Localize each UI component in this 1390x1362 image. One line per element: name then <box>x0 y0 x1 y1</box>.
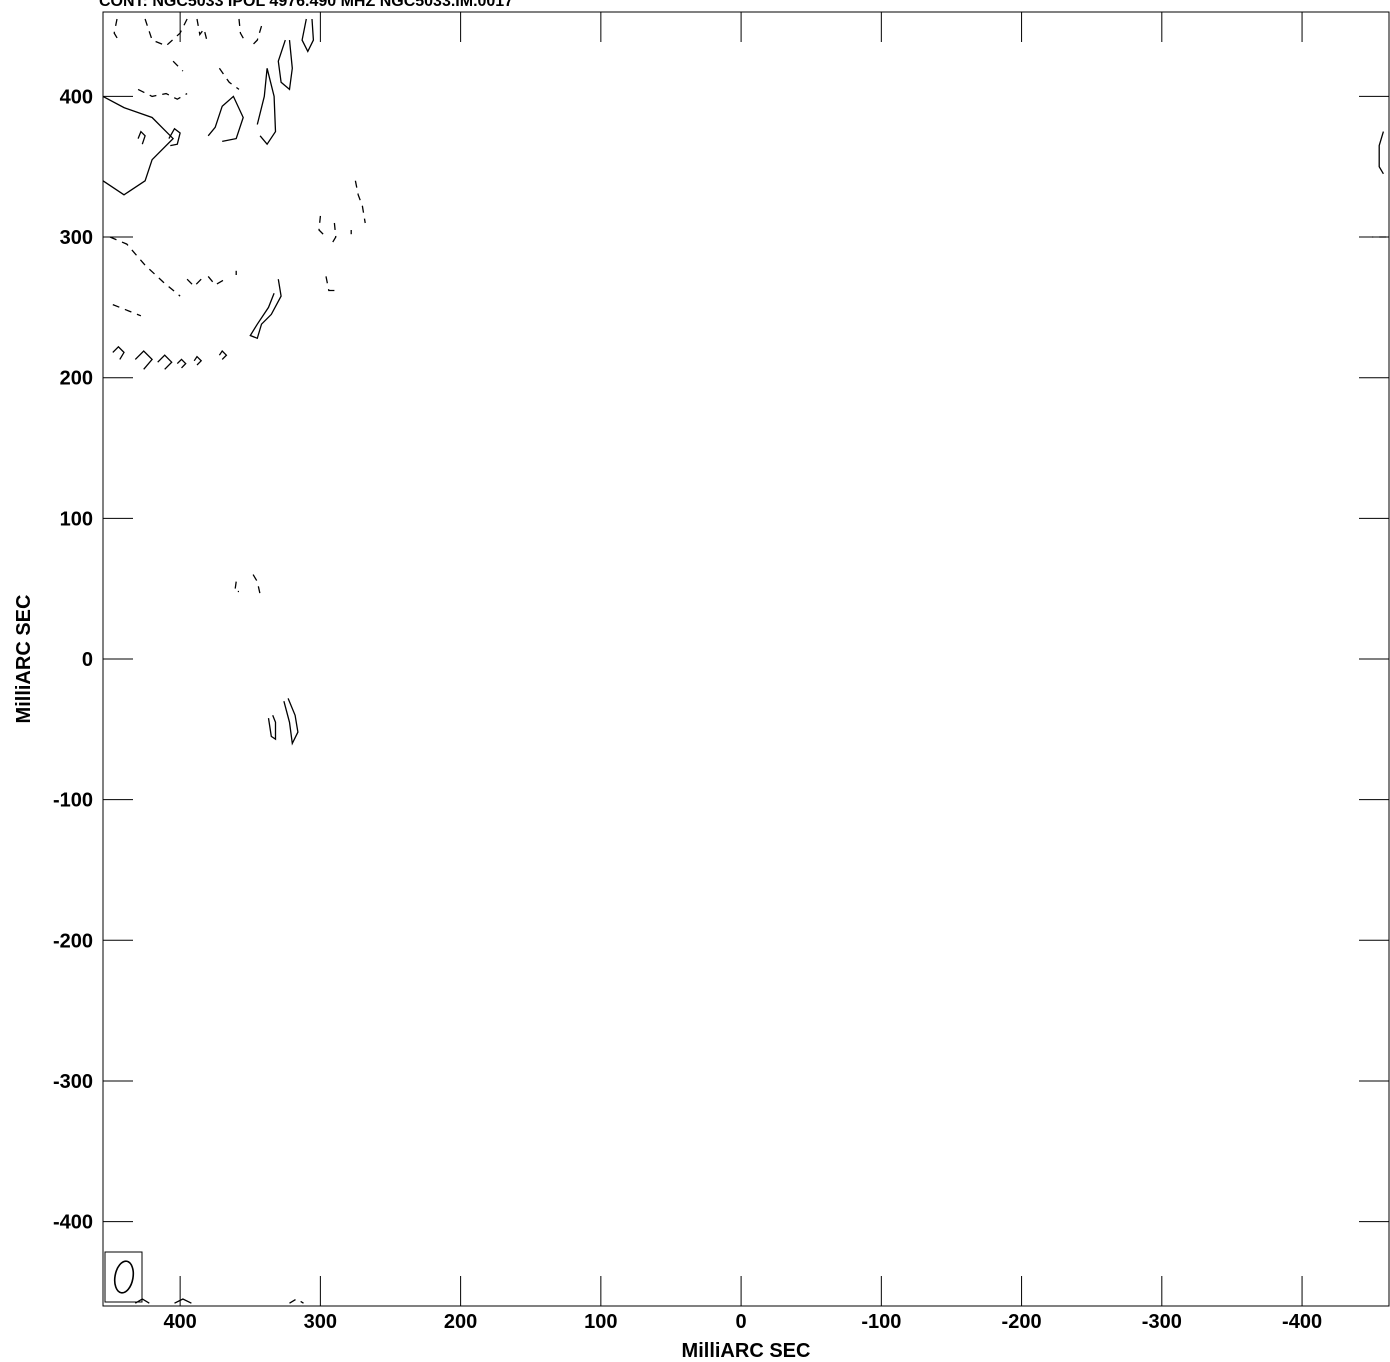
contour-positive <box>174 1298 192 1304</box>
contour-negative <box>218 67 240 90</box>
y-tick-label: -200 <box>53 930 93 952</box>
y-tick-label: -400 <box>53 1212 93 1234</box>
contour-negative <box>252 574 261 595</box>
contour-positive <box>256 68 277 146</box>
contour-positive <box>137 130 146 145</box>
contour-positive <box>301 18 315 53</box>
contour-positive <box>134 350 153 370</box>
y-tick-label: 400 <box>60 86 93 108</box>
x-tick-label: 0 <box>736 1311 747 1333</box>
contour-negative <box>207 275 226 286</box>
contour-negative <box>186 278 202 288</box>
beam-box <box>104 1251 143 1303</box>
x-tick-label: 400 <box>163 1311 196 1333</box>
x-tick-label: 100 <box>584 1311 617 1333</box>
contour-positive <box>249 279 282 340</box>
contour-negative <box>238 18 247 44</box>
x-tick-label: 300 <box>304 1311 337 1333</box>
x-tick-label: -400 <box>1282 1311 1322 1333</box>
contour-negative <box>196 18 208 41</box>
y-tick-label: 200 <box>60 368 93 390</box>
contour-negative <box>137 88 188 100</box>
contour-negative <box>234 581 239 593</box>
beam-ellipse <box>113 1260 135 1294</box>
x-tick-label: -200 <box>1002 1311 1042 1333</box>
contour-positive <box>267 715 277 741</box>
contour-negative <box>325 276 335 292</box>
contour-positive <box>102 95 175 196</box>
y-tick-label: 0 <box>82 649 93 671</box>
plot-frame <box>102 11 1390 1307</box>
contour-positive <box>207 95 244 143</box>
y-tick-label: 100 <box>60 508 93 530</box>
contour-negative <box>318 215 327 238</box>
contour-positive <box>277 39 293 91</box>
plot-title: CONT: NGC5033 IPOL 4976.490 MHZ NGC5033.… <box>99 0 513 10</box>
contour-positive <box>218 349 228 360</box>
y-tick-label: 300 <box>60 227 93 249</box>
contour-positive <box>193 355 203 366</box>
contour-negative <box>354 180 366 224</box>
contour-negative <box>331 222 337 245</box>
contour-negative <box>109 236 181 297</box>
x-tick-label: -100 <box>861 1311 901 1333</box>
x-tick-label: -300 <box>1142 1311 1182 1333</box>
contour-positive <box>283 698 299 746</box>
x-tick-label: 200 <box>444 1311 477 1333</box>
y-tick-label: -300 <box>53 1071 93 1093</box>
contour-positive <box>1378 131 1385 175</box>
contour-negative <box>172 60 184 72</box>
y-axis-title: MilliARC SEC <box>13 595 35 724</box>
y-tick-label: -100 <box>53 790 93 812</box>
contour-negative <box>144 18 188 47</box>
contour-positive <box>112 345 125 360</box>
contour-negative <box>252 25 263 45</box>
contour-positive <box>157 354 173 370</box>
contour-negative <box>289 1298 304 1304</box>
contour-negative <box>112 303 142 317</box>
contour-positive <box>168 127 181 147</box>
x-axis-title: MilliARC SEC <box>682 1340 811 1362</box>
contour-negative <box>113 18 119 41</box>
contour-positive <box>176 358 187 369</box>
